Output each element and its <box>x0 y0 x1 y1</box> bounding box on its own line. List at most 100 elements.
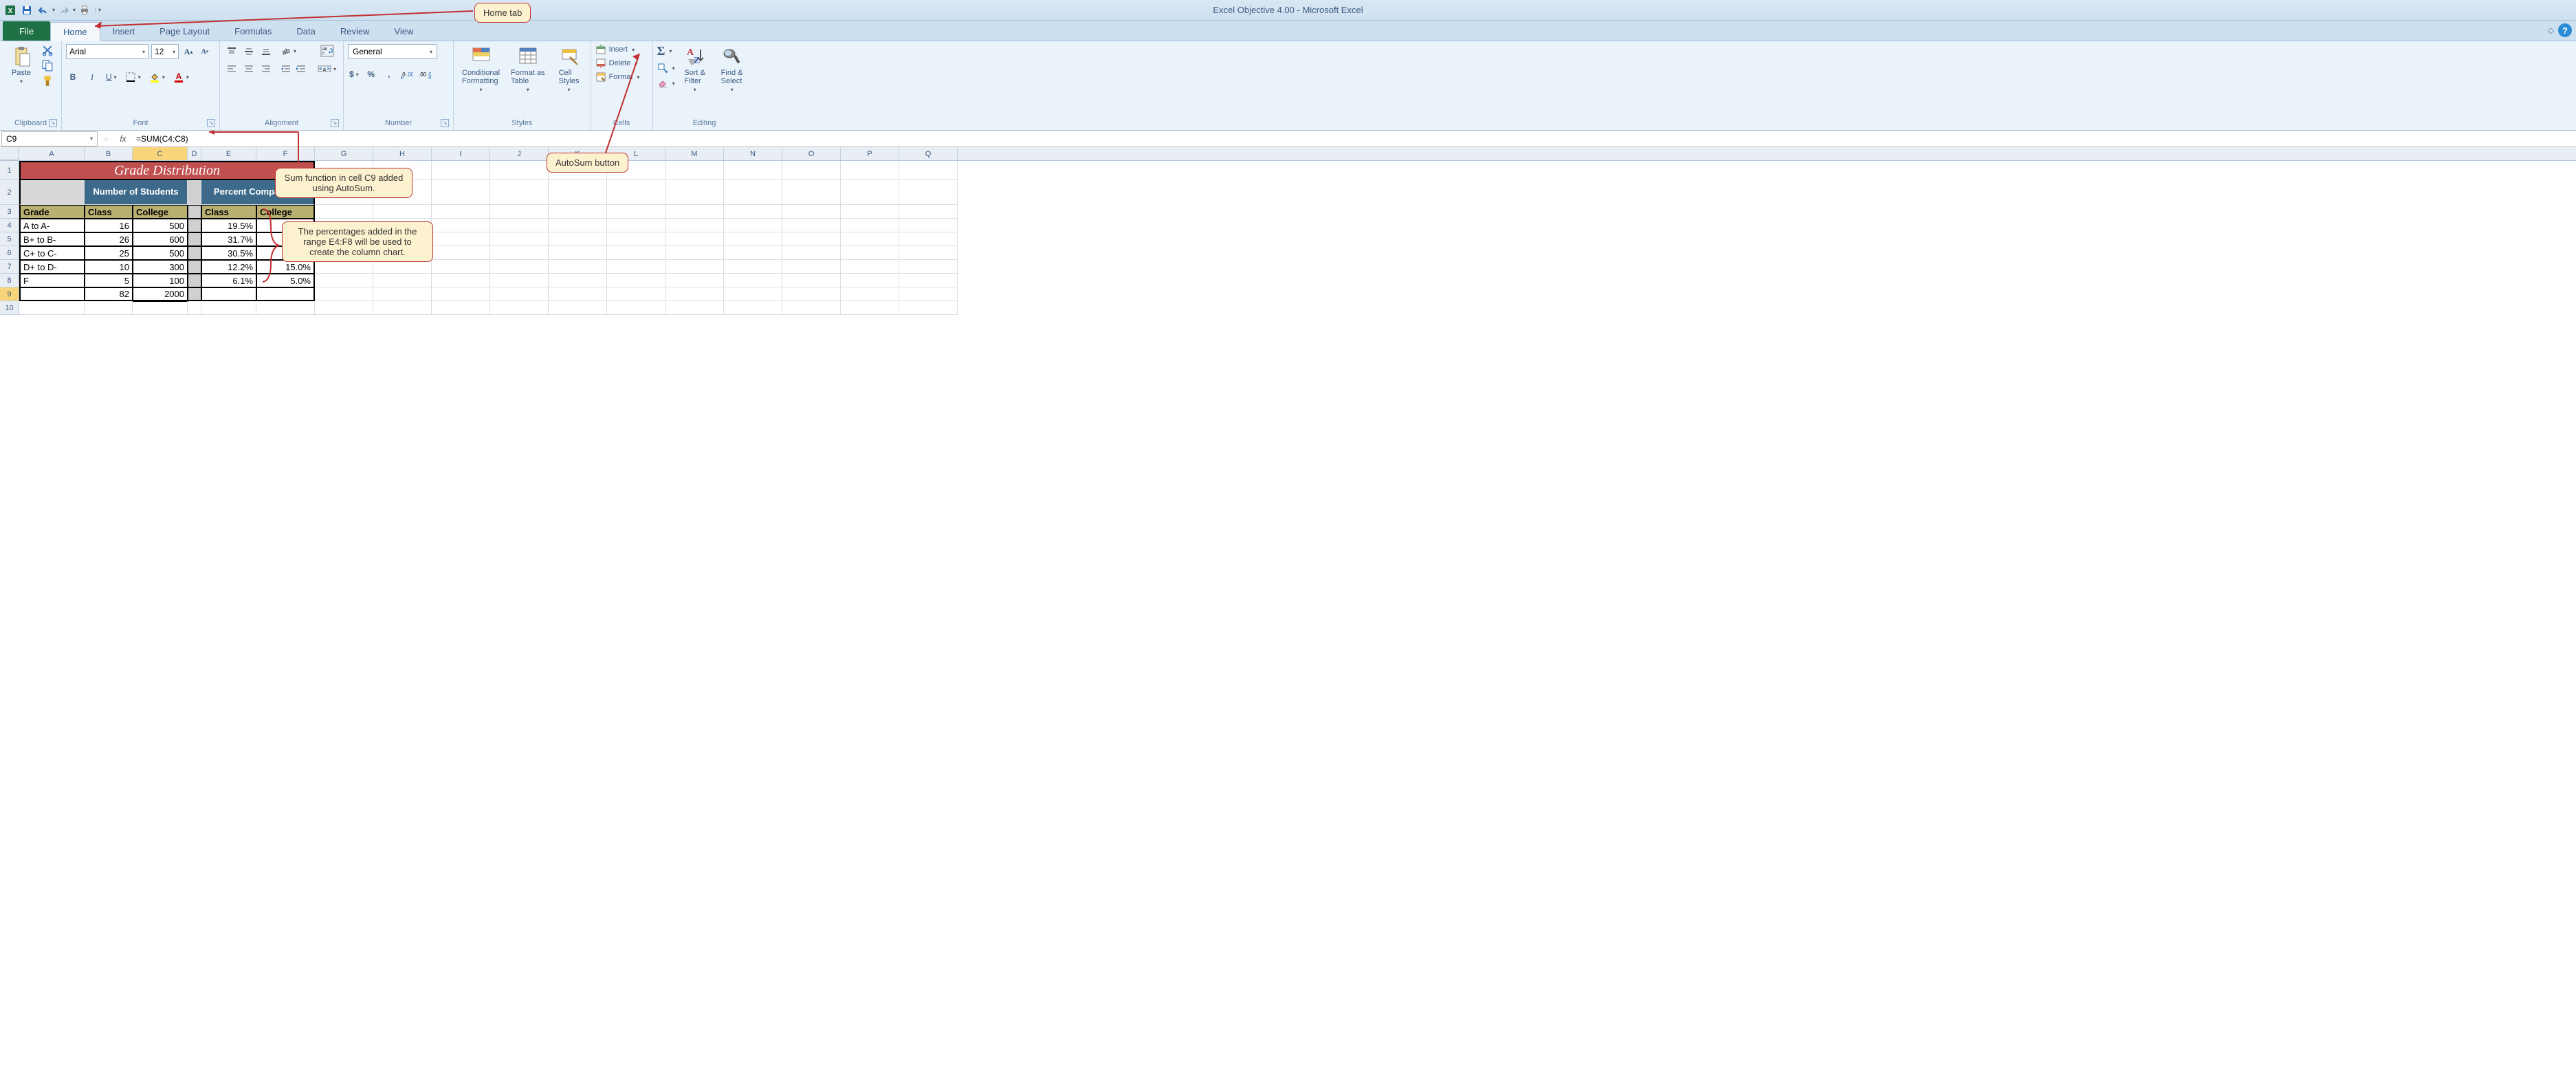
college-count[interactable]: 500 <box>133 246 188 260</box>
cell[interactable] <box>899 219 958 232</box>
total-class[interactable]: 82 <box>85 287 133 301</box>
cell[interactable] <box>607 205 665 219</box>
number-format-select[interactable]: General▾ <box>348 44 437 59</box>
cell[interactable] <box>899 274 958 287</box>
cell[interactable] <box>549 205 607 219</box>
cell[interactable] <box>841 232 899 246</box>
format-cells-button[interactable]: Format▾ <box>595 72 640 83</box>
quick-print-icon[interactable] <box>77 3 92 18</box>
cell[interactable] <box>315 205 373 219</box>
cell[interactable] <box>201 287 256 301</box>
cell[interactable] <box>549 260 607 274</box>
cell[interactable] <box>782 274 841 287</box>
cell[interactable] <box>782 180 841 205</box>
col-header-J[interactable]: J <box>490 147 549 160</box>
row-header-5[interactable]: 5 <box>0 232 19 246</box>
cell[interactable] <box>315 260 373 274</box>
cell[interactable] <box>549 301 607 315</box>
gap[interactable] <box>188 180 201 205</box>
cell[interactable] <box>782 219 841 232</box>
class-pct[interactable]: 30.5% <box>201 246 256 260</box>
cell[interactable] <box>19 301 85 315</box>
cell[interactable] <box>490 232 549 246</box>
cell[interactable] <box>490 287 549 301</box>
cell[interactable] <box>549 246 607 260</box>
fx-icon[interactable]: fx <box>113 134 133 144</box>
cell[interactable] <box>549 274 607 287</box>
tab-page-layout[interactable]: Page Layout <box>147 21 222 41</box>
cell[interactable] <box>724 287 782 301</box>
cell[interactable] <box>201 301 256 315</box>
col-header-F[interactable]: F <box>256 147 315 160</box>
percent-format-button[interactable]: % <box>364 67 378 81</box>
font-launcher[interactable]: ↘ <box>207 119 215 127</box>
cell[interactable] <box>549 180 607 205</box>
cell[interactable] <box>432 287 490 301</box>
cell[interactable] <box>490 301 549 315</box>
cell[interactable] <box>432 260 490 274</box>
col-header-G[interactable]: G <box>315 147 373 160</box>
row-header-10[interactable]: 10 <box>0 301 19 315</box>
decrease-decimal-icon[interactable]: .00.0 <box>418 67 432 81</box>
col-header-N[interactable]: N <box>724 147 782 160</box>
gap[interactable] <box>188 274 201 287</box>
cell[interactable] <box>665 246 724 260</box>
row-header-2[interactable]: 2 <box>0 180 19 205</box>
number-launcher[interactable]: ↘ <box>441 119 449 127</box>
underline-button[interactable]: U▾ <box>104 70 118 84</box>
decrease-indent-icon[interactable] <box>279 62 293 76</box>
borders-button[interactable]: ▾ <box>124 70 142 84</box>
col-header-I[interactable]: I <box>432 147 490 160</box>
cell[interactable] <box>782 287 841 301</box>
align-left-icon[interactable] <box>224 61 239 76</box>
help-icon[interactable]: ? <box>2558 23 2572 37</box>
cell[interactable] <box>373 260 432 274</box>
cell[interactable] <box>899 161 958 180</box>
cell[interactable] <box>490 180 549 205</box>
wrap-text-button[interactable]: abc <box>316 44 338 58</box>
college-count[interactable]: 300 <box>133 260 188 274</box>
cell[interactable] <box>665 180 724 205</box>
align-center-icon[interactable] <box>241 61 256 76</box>
col-header-C[interactable]: C <box>133 147 188 160</box>
cell[interactable] <box>841 246 899 260</box>
tab-home[interactable]: Home <box>50 22 100 41</box>
college-pct[interactable]: 15.0% <box>256 260 315 274</box>
undo-dropdown[interactable]: ▾ <box>52 7 55 13</box>
class-pct[interactable]: 12.2% <box>201 260 256 274</box>
cell-styles-button[interactable]: Cell Styles▾ <box>552 44 586 94</box>
tab-review[interactable]: Review <box>328 21 382 41</box>
cell[interactable] <box>665 260 724 274</box>
gap[interactable] <box>188 219 201 232</box>
row-header-8[interactable]: 8 <box>0 274 19 287</box>
cell[interactable] <box>432 219 490 232</box>
cell[interactable] <box>899 287 958 301</box>
cell[interactable] <box>432 301 490 315</box>
cell[interactable] <box>549 232 607 246</box>
subheader[interactable]: Class <box>201 205 256 219</box>
header-number-students[interactable]: Number of Students <box>85 180 188 205</box>
cell[interactable] <box>607 260 665 274</box>
cell[interactable] <box>665 301 724 315</box>
cell[interactable] <box>665 161 724 180</box>
orientation-button[interactable]: ab▾ <box>279 44 298 58</box>
cell[interactable] <box>373 274 432 287</box>
cell[interactable] <box>85 301 133 315</box>
cell[interactable] <box>841 301 899 315</box>
cut-icon[interactable] <box>41 44 54 56</box>
college-pct[interactable]: 5.0% <box>256 274 315 287</box>
subheader[interactable] <box>188 205 201 219</box>
cell[interactable] <box>665 287 724 301</box>
cell[interactable] <box>432 274 490 287</box>
col-header-M[interactable]: M <box>665 147 724 160</box>
find-select-button[interactable]: Find & Select▾ <box>715 44 749 94</box>
row-header-6[interactable]: 6 <box>0 246 19 260</box>
cell[interactable] <box>841 219 899 232</box>
accounting-format-button[interactable]: $▾ <box>348 67 360 81</box>
redo-icon[interactable] <box>56 3 71 18</box>
cell[interactable] <box>490 246 549 260</box>
cell[interactable] <box>549 287 607 301</box>
align-top-icon[interactable] <box>224 44 239 59</box>
class-count[interactable]: 26 <box>85 232 133 246</box>
cell[interactable] <box>607 232 665 246</box>
